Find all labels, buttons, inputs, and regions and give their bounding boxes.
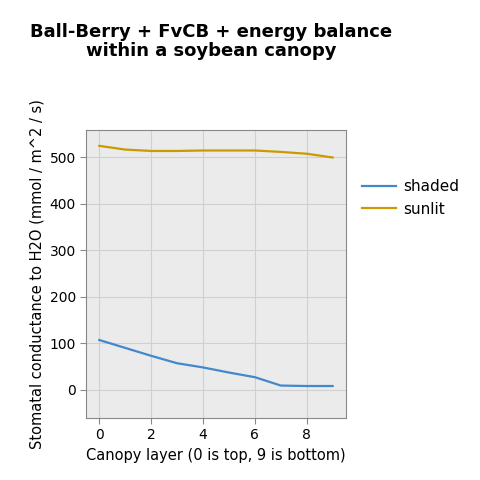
shaded xyxy=(174,360,180,366)
Text: Ball-Berry + FvCB + energy balance: Ball-Berry + FvCB + energy balance xyxy=(30,23,392,41)
sunlit xyxy=(200,148,206,154)
sunlit xyxy=(96,143,102,149)
shaded xyxy=(226,370,232,375)
shaded xyxy=(96,337,102,343)
sunlit xyxy=(148,148,154,154)
sunlit xyxy=(252,148,258,154)
sunlit xyxy=(278,149,284,155)
sunlit xyxy=(226,148,232,154)
shaded xyxy=(304,383,310,389)
X-axis label: Canopy layer (0 is top, 9 is bottom): Canopy layer (0 is top, 9 is bottom) xyxy=(86,447,346,463)
Line: sunlit: sunlit xyxy=(99,146,333,157)
shaded xyxy=(252,374,258,380)
Text: within a soybean canopy: within a soybean canopy xyxy=(86,42,336,60)
sunlit xyxy=(122,147,128,153)
shaded xyxy=(148,353,154,359)
Line: shaded: shaded xyxy=(99,340,333,386)
sunlit xyxy=(330,155,336,160)
shaded xyxy=(330,383,336,389)
shaded xyxy=(278,383,284,388)
shaded xyxy=(200,364,206,370)
sunlit xyxy=(304,151,310,156)
shaded xyxy=(122,345,128,351)
Y-axis label: Stomatal conductance to H2O (mmol / m^2 / s): Stomatal conductance to H2O (mmol / m^2 … xyxy=(29,99,44,448)
sunlit xyxy=(174,148,180,154)
Legend: shaded, sunlit: shaded, sunlit xyxy=(356,173,466,223)
